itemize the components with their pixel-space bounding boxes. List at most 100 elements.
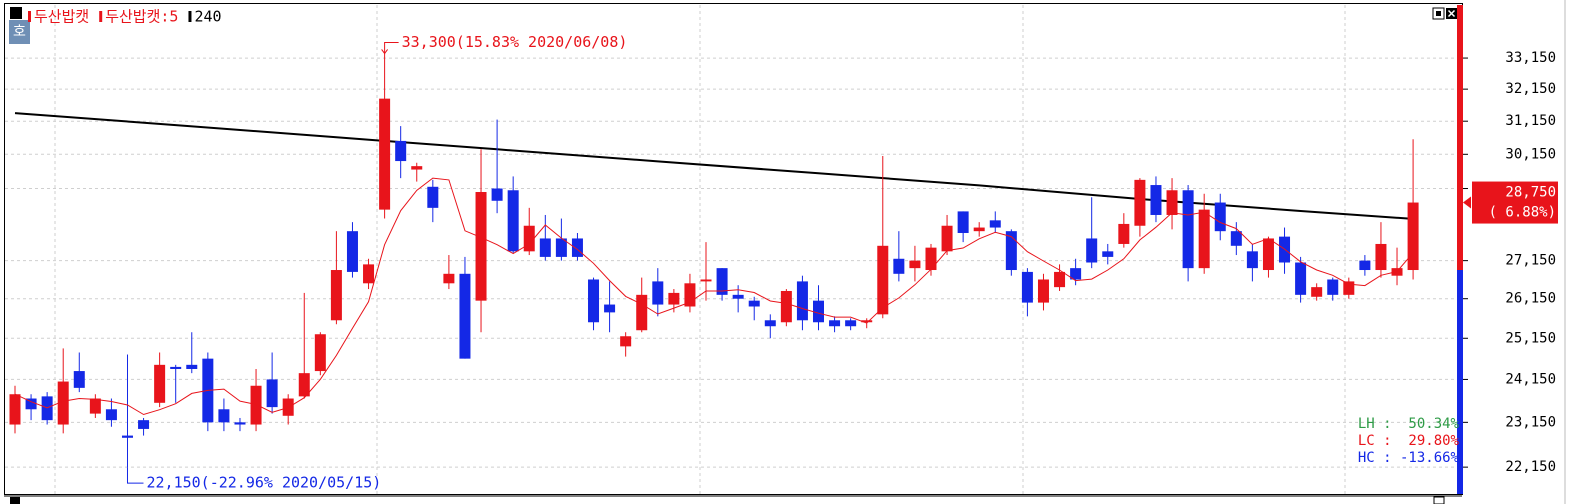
candle-body: [1150, 185, 1162, 215]
candle-body: [1005, 231, 1017, 271]
y-tick-label: 32,150: [1505, 81, 1556, 97]
candle-body: [700, 279, 712, 282]
candle-body: [1343, 281, 1355, 295]
candle-body: [989, 220, 1001, 228]
candle-body: [363, 264, 375, 284]
stat-label: HC : -13.66%: [1358, 450, 1460, 466]
candle-body: [684, 283, 696, 307]
side-bar: [1457, 270, 1463, 494]
candle-body: [1295, 262, 1307, 295]
candle-body: [266, 379, 278, 408]
y-tick-label: 23,150: [1505, 414, 1556, 430]
legend-label: 두산밥캣: [34, 8, 89, 26]
close-icon: [1447, 9, 1456, 18]
candle-body: [1359, 260, 1371, 271]
candle-body: [25, 398, 37, 410]
candle-body: [1182, 190, 1194, 269]
candle-body: [748, 300, 760, 307]
candle-body: [186, 364, 198, 369]
y-tick-label: 24,150: [1505, 371, 1556, 387]
candle-body: [475, 192, 487, 301]
candle-body: [925, 247, 937, 271]
candle-body: [571, 238, 583, 257]
candle-body: [604, 304, 616, 313]
y-tick-label: 33,150: [1505, 50, 1556, 66]
candle-body: [1198, 209, 1210, 269]
candle-body: [1214, 202, 1226, 232]
annotation: 33,300(15.83% 2020/06/08): [402, 33, 628, 51]
candle-body: [459, 273, 471, 359]
candle-body: [909, 260, 921, 269]
candle-body: [507, 190, 519, 252]
menu-icon: [10, 7, 22, 19]
candle-body: [829, 320, 841, 327]
candle-body: [1327, 279, 1339, 295]
candle-body: [555, 238, 567, 257]
candle-body: [330, 270, 342, 321]
candle-body: [89, 398, 101, 414]
candle-body: [877, 245, 889, 315]
candle-body: [1375, 243, 1387, 271]
pane-icon: [1433, 496, 1445, 504]
y-tick-label: 25,150: [1505, 330, 1556, 346]
candle-body: [780, 290, 792, 323]
candle-body: [941, 225, 953, 252]
candle-body: [973, 227, 985, 232]
candle-body: [57, 381, 69, 425]
candle-body: [716, 268, 728, 295]
y-tick-label: 26,150: [1505, 291, 1556, 307]
candle-body: [668, 292, 680, 305]
y-tick-label: 22,150: [1505, 459, 1556, 475]
candle-body: [813, 300, 824, 323]
candle-body: [1037, 279, 1049, 303]
candle-body: [588, 279, 600, 323]
candle-body: [1070, 268, 1082, 280]
candle-body: [1407, 202, 1419, 271]
candle-body: [9, 394, 21, 425]
candle-body: [314, 334, 326, 372]
candle-body: [636, 294, 648, 331]
button-label[interactable]: 호: [13, 24, 26, 40]
price-box: [1472, 181, 1558, 224]
candle-body: [298, 373, 310, 397]
candle-body: [138, 420, 150, 429]
candle-body: [652, 281, 664, 305]
candle-body: [1262, 238, 1274, 271]
button[interactable]: [9, 20, 30, 44]
candle-body: [1134, 179, 1146, 226]
candle-body: [379, 98, 391, 210]
change-label: ( 6.88%): [1489, 205, 1556, 221]
candle-body: [957, 211, 969, 233]
candle-body: [346, 231, 358, 272]
pane-icon: [10, 497, 20, 504]
candle-body: [234, 422, 246, 425]
legend-swatch: [99, 11, 103, 22]
candle-body: [845, 320, 857, 327]
legend-label: 두산밥캣:5: [105, 8, 178, 26]
annotation-arrow: [384, 41, 399, 54]
candle-body: [250, 385, 262, 425]
candle-body: [764, 320, 776, 327]
candle-body: [105, 409, 117, 421]
candle-body: [491, 188, 503, 201]
y-tick-label: 27,150: [1505, 253, 1556, 269]
legend-swatch: [188, 11, 192, 22]
price-label: 28,750: [1505, 185, 1556, 201]
candle-body: [1118, 223, 1130, 244]
ma-line-short: [14, 177, 1414, 416]
candle-body: [1054, 271, 1066, 288]
side-bar: [1457, 5, 1463, 270]
candle-body: [427, 186, 439, 208]
candle-body: [395, 140, 407, 162]
price-marker: [1463, 196, 1471, 209]
window-icon: [1436, 11, 1441, 16]
candle-body: [620, 336, 632, 347]
candle-body: [1102, 251, 1114, 257]
candle-body: [1246, 251, 1258, 269]
candle-body: [1230, 231, 1242, 246]
candle-body: [1311, 287, 1323, 297]
candle-body: [154, 364, 166, 403]
y-tick-label: 30,150: [1505, 146, 1556, 162]
candle-body: [861, 320, 873, 323]
